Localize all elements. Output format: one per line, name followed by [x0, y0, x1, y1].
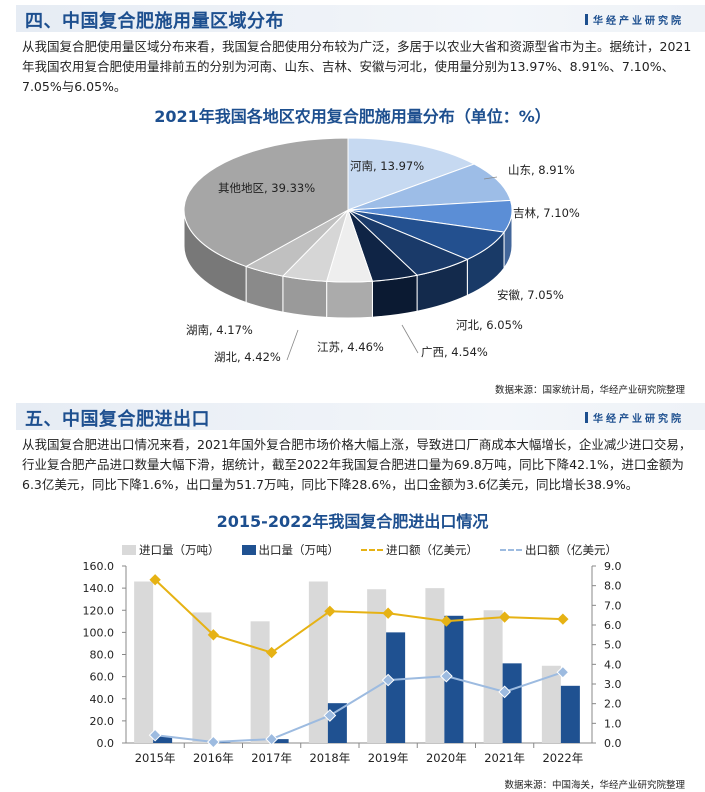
- left-tick-label: 0.0: [97, 737, 115, 750]
- x-tick-label: 2019年: [368, 751, 409, 765]
- right-tick-label: 0.0: [604, 737, 622, 750]
- left-tick-label: 60.0: [90, 671, 115, 684]
- section4-header: 四、中国复合肥施用量区域分布 华经产业研究院: [16, 5, 705, 32]
- export-value-point: [207, 735, 220, 749]
- pie-slice-其他地区: [183, 137, 349, 267]
- section4-paragraph: 从我国复合肥使用量区域分布来看，我国复合肥使用分布较为广泛，多居于以农业大省和资…: [22, 39, 692, 94]
- export-value-point: [440, 669, 453, 683]
- pie-label-河北: 河北, 6.05%: [456, 318, 523, 332]
- section5-header: 五、中国复合肥进出口 华经产业研究院: [16, 403, 705, 430]
- leader-line: [401, 324, 419, 354]
- pie-side-广西: [371, 274, 418, 318]
- leader-line: [483, 176, 498, 180]
- import-volume-bar: [134, 581, 154, 743]
- left-tick-label: 120.0: [83, 604, 115, 617]
- x-tick-label: 2018年: [309, 751, 350, 765]
- export-volume-bar: [560, 685, 580, 743]
- export-volume-bar: [153, 736, 173, 743]
- export-volume-bar: [269, 739, 289, 743]
- right-tick-label: 3.0: [604, 678, 622, 691]
- brand-logo: 华经产业研究院: [585, 410, 684, 425]
- legend-export-volume: 出口量（万吨）: [241, 542, 339, 558]
- pie-label-山东: 山东, 8.91%: [508, 163, 575, 177]
- x-tick-label: 2015年: [135, 751, 176, 765]
- left-tick-label: 40.0: [90, 693, 115, 706]
- x-tick-label: 2022年: [542, 751, 583, 765]
- x-tick-label: 2021年: [484, 751, 525, 765]
- pie-label-吉林: 吉林, 7.10%: [513, 206, 580, 220]
- export-value-point: [381, 673, 395, 687]
- legend-import-volume: 进口量（万吨）: [122, 542, 220, 558]
- left-tick-label: 100.0: [83, 626, 115, 639]
- export-value-point: [323, 709, 337, 722]
- left-tick-label: 160.0: [83, 560, 115, 573]
- right-tick-label: 4.0: [604, 658, 622, 671]
- import-value-point: [382, 607, 394, 619]
- right-tick-label: 1.0: [604, 717, 622, 730]
- export-volume-bar: [327, 703, 347, 743]
- x-tick-label: 2017年: [251, 751, 292, 765]
- pie-label-广西: 广西, 4.54%: [421, 345, 488, 359]
- import-volume-bar: [425, 588, 445, 743]
- chart-legend: 进口量（万吨） 出口量（万吨） 进口额（亿美元） 出口额（亿美元）: [122, 542, 617, 558]
- left-tick-label: 20.0: [90, 715, 115, 728]
- export-value-point: [265, 732, 278, 746]
- export-value-point: [556, 665, 570, 679]
- import-volume-bar: [483, 610, 503, 743]
- import-volume-bar: [541, 665, 561, 743]
- import-volume-bar: [308, 581, 328, 743]
- import-export-chart: 0.0 20.0 40.0 60.0 80.0 100.0 120.0 140.0 160.0 0…: [83, 560, 622, 765]
- export-value-point: [498, 685, 511, 699]
- right-tick-label: 2.0: [604, 698, 622, 711]
- left-tick-label: 80.0: [90, 649, 115, 662]
- import-volume-bar: [250, 621, 270, 743]
- section4-title: 四、中国复合肥施用量区域分布: [25, 11, 284, 32]
- export-volume-bar: [386, 632, 406, 743]
- right-tick-label: 6.0: [604, 619, 622, 632]
- import-value-line: [154, 579, 563, 654]
- import-volume-bar: [192, 612, 212, 743]
- pie-label-其他地区: 其他地区, 39.33%: [218, 181, 316, 195]
- logo-icon: [585, 14, 588, 25]
- pie-side-湖北: [282, 275, 328, 318]
- right-tick-label: 8.0: [604, 580, 622, 593]
- export-volume-bar: [444, 615, 464, 743]
- import-value-point: [498, 611, 511, 623]
- section5-paragraph: 从我国复合肥进出口情况来看，2021年国外复合肥市场价格大幅上涨，导致进口厂商成…: [22, 437, 692, 492]
- logo-icon: [585, 412, 588, 423]
- export-value-point: [148, 728, 162, 742]
- section5-title: 五、中国复合肥进出口: [25, 409, 210, 430]
- pie-chart: [183, 137, 513, 361]
- pie-label-安徽: 安徽, 7.05%: [497, 288, 564, 302]
- pie-label-湖南: 湖南, 4.17%: [186, 323, 253, 337]
- right-tick-label: 9.0: [604, 560, 622, 573]
- pie-slice-山东: [347, 163, 512, 211]
- pie-label-湖北: 湖北, 4.42%: [214, 350, 281, 364]
- leader-line: [286, 329, 299, 361]
- import-value-point: [324, 605, 336, 617]
- import-volume-bar: [367, 589, 387, 743]
- pie-slice-河南: [347, 137, 476, 211]
- export-volume-bar: [211, 742, 231, 743]
- x-tick-label: 2020年: [426, 751, 467, 765]
- brand-logo: 华经产业研究院: [585, 12, 684, 27]
- x-tick-label: 2016年: [193, 751, 234, 765]
- import-value-point: [557, 613, 569, 625]
- pie-label-江苏: 江苏, 4.46%: [317, 340, 384, 354]
- left-tick-label: 140.0: [83, 582, 115, 595]
- right-tick-label: 5.0: [604, 639, 622, 652]
- pie-source: 数据来源：国家统计局，华经产业研究院整理: [494, 385, 685, 396]
- pie-chart-title: 2021年我国各地区农用复合肥施用量分布（单位：%）: [154, 107, 551, 126]
- bar-source: 数据来源：中国海关，华经产业研究院整理: [504, 780, 685, 791]
- right-tick-label: 7.0: [604, 599, 622, 612]
- export-value-line: [155, 671, 564, 744]
- pie-side-江苏: [326, 280, 373, 319]
- legend-export-value: 出口额（亿美元）: [500, 542, 617, 558]
- bar-chart-title: 2015-2022年我国复合肥进出口情况: [216, 512, 489, 531]
- export-volume-bar: [502, 663, 522, 743]
- legend-import-value: 进口额（亿美元）: [361, 542, 478, 558]
- pie-label-河南: 河南, 13.97%: [350, 159, 425, 173]
